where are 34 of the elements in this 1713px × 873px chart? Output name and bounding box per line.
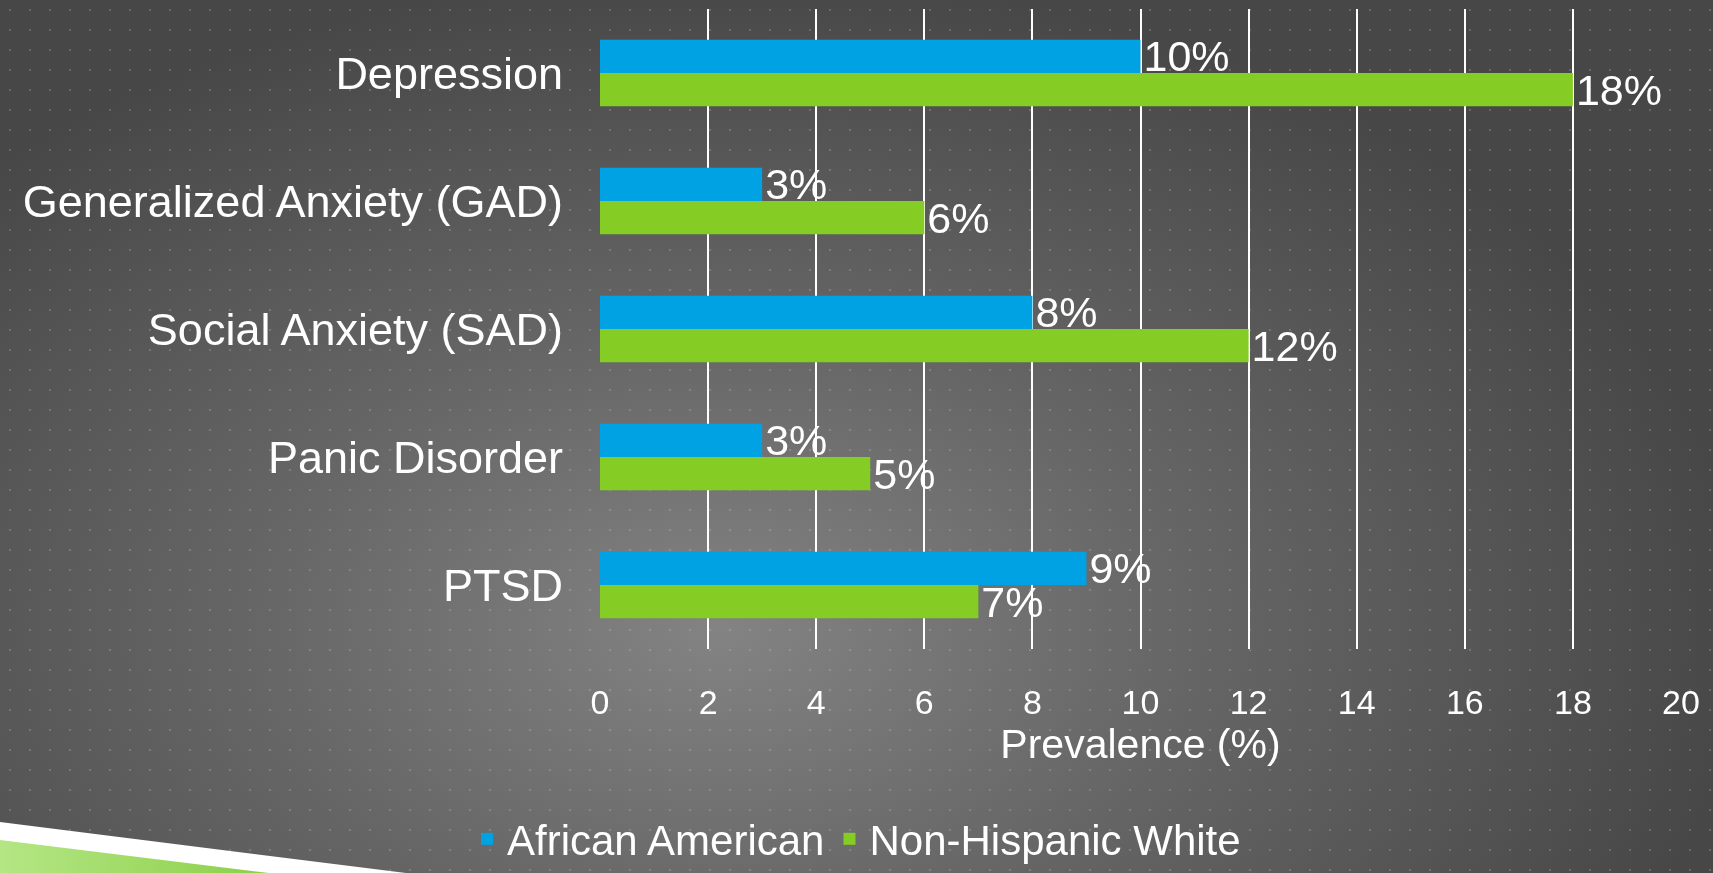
bar (600, 423, 763, 457)
legend-label: Non-Hispanic White (869, 817, 1241, 865)
bar (600, 457, 871, 491)
data-label: 6% (927, 193, 990, 242)
bar (600, 167, 763, 201)
bar (600, 585, 979, 619)
data-label: 10% (1143, 32, 1230, 81)
legend-label: African American (507, 817, 825, 865)
x-tick-label: 4 (806, 683, 826, 721)
x-tick-label: 18 (1553, 683, 1592, 721)
bar (600, 39, 1141, 73)
x-tick-label: 0 (590, 683, 610, 721)
x-tick-label: 14 (1337, 683, 1376, 721)
bar (600, 329, 1249, 363)
bar (600, 73, 1573, 107)
x-tick-label: 8 (1022, 683, 1042, 721)
x-axis-title: Prevalence (%) (1000, 721, 1281, 767)
y-tick-label: Social Anxiety (SAD) (147, 303, 563, 355)
x-tick-label: 2 (698, 683, 718, 721)
y-tick-label: Generalized Anxiety (GAD) (22, 175, 563, 227)
bar (600, 551, 1087, 585)
data-label: 12% (1251, 321, 1338, 370)
y-tick-label: Depression (335, 47, 563, 99)
x-tick-label: 6 (914, 683, 934, 721)
y-tick-label: PTSD (442, 559, 563, 611)
x-tick-label: 16 (1445, 683, 1484, 721)
data-label: 18% (1575, 65, 1662, 114)
y-tick-label: Panic Disorder (267, 431, 563, 483)
bar (600, 201, 925, 235)
data-label: 8% (1035, 288, 1098, 337)
x-tick-label: 12 (1229, 683, 1268, 721)
x-tick-label: 20 (1662, 683, 1700, 721)
bar (600, 295, 1033, 329)
x-tick-label: 10 (1121, 683, 1160, 721)
